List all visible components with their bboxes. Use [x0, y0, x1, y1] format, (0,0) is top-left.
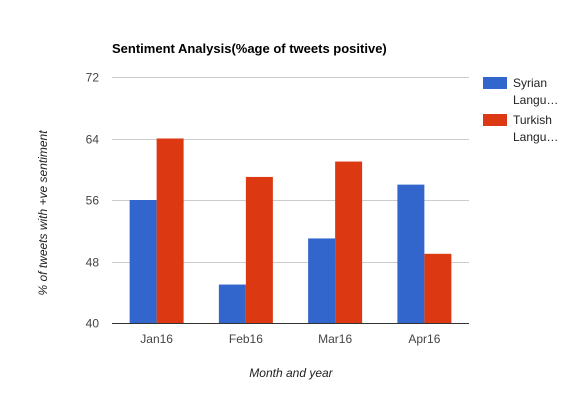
bar-mar16-series-2[interactable] — [335, 161, 363, 323]
legend-label: Langu… — [513, 93, 558, 107]
chart-title: Sentiment Analysis(%age of tweets positi… — [112, 41, 387, 56]
x-tick-label: Mar16 — [318, 332, 352, 346]
y-axis-ticks: 72 64 56 48 40 — [86, 71, 100, 331]
bar-feb16-series-2[interactable] — [245, 176, 273, 323]
y-tick-label: 64 — [86, 133, 100, 147]
x-tick-label: Apr16 — [408, 332, 440, 346]
bar-apr16-series-2[interactable] — [424, 253, 452, 323]
bar-jan16-series-1[interactable] — [129, 200, 157, 323]
y-tick-label: 40 — [86, 317, 100, 331]
x-axis-ticks: Jan16 Feb16 Mar16 Apr16 — [140, 332, 440, 346]
legend-swatch — [483, 114, 507, 126]
bars — [129, 138, 452, 324]
bar-feb16-series-1[interactable] — [218, 284, 246, 323]
x-tick-label: Jan16 — [140, 332, 173, 346]
bar-apr16-series-1[interactable] — [397, 184, 425, 323]
y-tick-label: 48 — [86, 256, 100, 270]
bar-jan16-series-2[interactable] — [156, 138, 184, 324]
legend-swatch — [483, 77, 507, 89]
y-tick-label: 72 — [86, 71, 100, 85]
legend-label: Turkish — [513, 113, 552, 127]
y-axis-title: % of tweets with +ve sentiment — [36, 130, 50, 296]
legend-label: Syrian — [513, 76, 547, 90]
legend-label: Langu… — [513, 130, 558, 144]
y-tick-label: 56 — [86, 194, 100, 208]
bar-mar16-series-1[interactable] — [308, 238, 336, 323]
x-axis-title: Month and year — [249, 366, 333, 380]
legend: Syrian Langu… Turkish Langu… — [483, 76, 558, 144]
x-tick-label: Feb16 — [229, 332, 263, 346]
